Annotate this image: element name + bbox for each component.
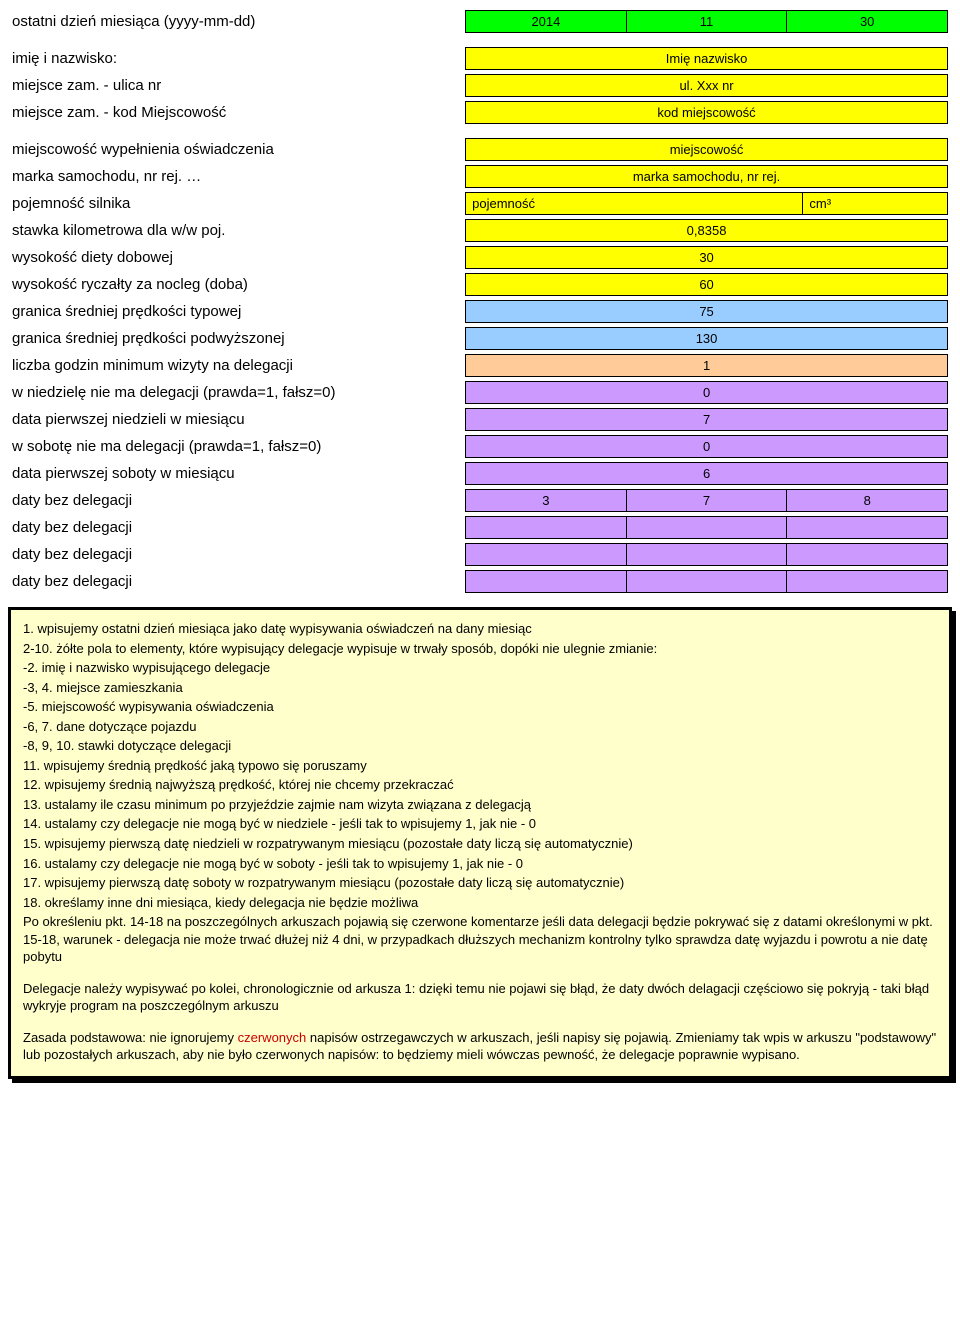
label-name: imię i nazwisko: [8, 45, 461, 72]
note-line: Po określeniu pkt. 14-18 na poszczególny… [23, 913, 937, 966]
label-first-sun: data pierwszej niedzieli w miesiącu [8, 406, 461, 433]
val-speed-typ[interactable]: 75 [466, 301, 948, 323]
val-no-del-3b[interactable] [626, 544, 787, 566]
label-diet: wysokość diety dobowej [8, 244, 461, 271]
note-line: 1. wpisujemy ostatni dzień miesiąca jako… [23, 620, 937, 638]
val-no-del-3a[interactable] [466, 544, 627, 566]
val-no-del-1b[interactable]: 7 [626, 490, 787, 512]
label-first-sat: data pierwszej soboty w miesiącu [8, 460, 461, 487]
note-line: 14. ustalamy czy delegacje nie mogą być … [23, 815, 937, 833]
val-no-del-1c[interactable]: 8 [787, 490, 948, 512]
val-month[interactable]: 11 [626, 11, 787, 33]
note-line: 13. ustalamy ile czasu minimum po przyje… [23, 796, 937, 814]
label-city: miejsce zam. - kod Miejscowość [8, 99, 461, 126]
val-night[interactable]: 60 [466, 274, 948, 296]
form-table: ostatni dzień miesiąca (yyyy-mm-dd) 2014… [8, 8, 952, 595]
val-no-del-4a[interactable] [466, 571, 627, 593]
val-no-del-4b[interactable] [626, 571, 787, 593]
label-night: wysokość ryczałty za nocleg (doba) [8, 271, 461, 298]
note-line: 11. wpisujemy średnią prędkość jaką typo… [23, 757, 937, 775]
label-no-del-1: daty bez delegacji [8, 487, 461, 514]
val-min-hours[interactable]: 1 [466, 355, 948, 377]
val-name[interactable]: Imię nazwisko [466, 48, 948, 70]
note-line: 12. wpisujemy średnią najwyższą prędkość… [23, 776, 937, 794]
note-line: 18. określamy inne dni miesiąca, kiedy d… [23, 894, 937, 912]
val-no-sunday[interactable]: 0 [466, 382, 948, 404]
note-line: 17. wpisujemy pierwszą datę soboty w roz… [23, 874, 937, 892]
val-city[interactable]: kod miejscowość [466, 102, 948, 124]
val-first-sun[interactable]: 7 [466, 409, 948, 431]
label-last-day: ostatni dzień miesiąca (yyyy-mm-dd) [8, 8, 461, 35]
label-km-rate: stawka kilometrowa dla w/w poj. [8, 217, 461, 244]
note-line: Zasada podstawowa: nie ignorujemy czerwo… [23, 1029, 937, 1064]
val-decl-place[interactable]: miejscowość [466, 139, 948, 161]
label-speed-typ: granica średniej prędkości typowej [8, 298, 461, 325]
note-red-text: czerwonych [238, 1030, 307, 1045]
val-engine-left[interactable]: pojemność [466, 193, 803, 215]
label-engine: pojemność silnika [8, 190, 461, 217]
val-street[interactable]: ul. Xxx nr [466, 75, 948, 97]
note-line: -8, 9, 10. stawki dotyczące delegacji [23, 737, 937, 755]
val-km-rate[interactable]: 0,8358 [466, 220, 948, 242]
note-line: -6, 7. dane dotyczące pojazdu [23, 718, 937, 736]
val-day[interactable]: 30 [787, 11, 948, 33]
label-speed-hi: granica średniej prędkości podwyższonej [8, 325, 461, 352]
label-no-sat: w sobotę nie ma delegacji (prawda=1, fał… [8, 433, 461, 460]
label-decl-place: miejscowość wypełnienia oświadczenia [8, 136, 461, 163]
label-no-del-4: daty bez delegacji [8, 568, 461, 595]
note-line: -3, 4. miejsce zamieszkania [23, 679, 937, 697]
val-no-del-4c[interactable] [787, 571, 948, 593]
val-no-del-3c[interactable] [787, 544, 948, 566]
note-line: -2. imię i nazwisko wypisującego delegac… [23, 659, 937, 677]
val-no-del-2c[interactable] [787, 517, 948, 539]
label-street: miejsce zam. - ulica nr [8, 72, 461, 99]
note-line: -5. miejscowość wypisywania oświadczenia [23, 698, 937, 716]
note-box: 1. wpisujemy ostatni dzień miesiąca jako… [8, 607, 952, 1079]
note-line: Delegacje należy wypisywać po kolei, chr… [23, 980, 937, 1015]
val-no-del-2b[interactable] [626, 517, 787, 539]
val-first-sat[interactable]: 6 [466, 463, 948, 485]
note-text: Zasada podstawowa: nie ignorujemy [23, 1030, 238, 1045]
val-no-sat[interactable]: 0 [466, 436, 948, 458]
val-diet[interactable]: 30 [466, 247, 948, 269]
val-engine-right[interactable]: cm³ [803, 193, 948, 215]
val-year[interactable]: 2014 [466, 11, 627, 33]
note-line: 15. wpisujemy pierwszą datę niedzieli w … [23, 835, 937, 853]
label-min-hours: liczba godzin minimum wizyty na delegacj… [8, 352, 461, 379]
note-line: 2-10. żółte pola to elementy, które wypi… [23, 640, 937, 658]
val-speed-hi[interactable]: 130 [466, 328, 948, 350]
label-car-brand: marka samochodu, nr rej. … [8, 163, 461, 190]
label-no-del-2: daty bez delegacji [8, 514, 461, 541]
val-no-del-1a[interactable]: 3 [466, 490, 627, 512]
val-no-del-2a[interactable] [466, 517, 627, 539]
val-car-brand[interactable]: marka samochodu, nr rej. [466, 166, 948, 188]
label-no-del-3: daty bez delegacji [8, 541, 461, 568]
label-no-sunday: w niedzielę nie ma delegacji (prawda=1, … [8, 379, 461, 406]
note-line: 16. ustalamy czy delegacje nie mogą być … [23, 855, 937, 873]
